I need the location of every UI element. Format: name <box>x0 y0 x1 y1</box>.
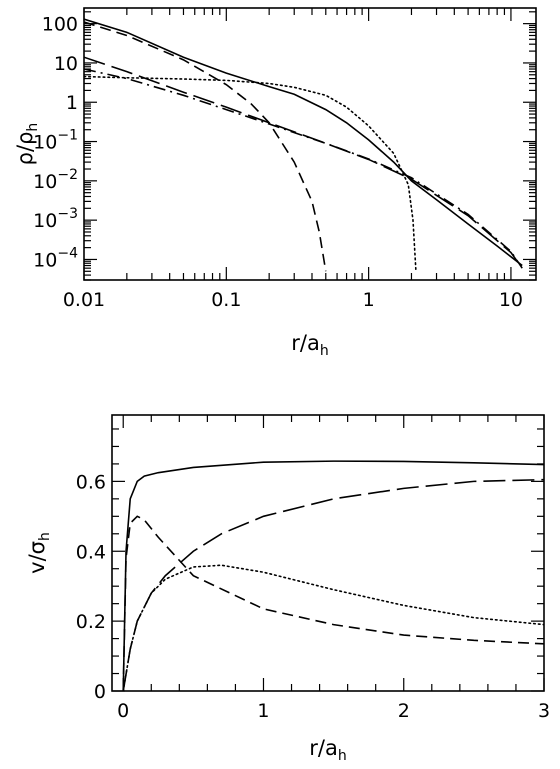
x-tick-label: 2 <box>398 700 410 722</box>
y-tick-label: 1 <box>66 92 78 114</box>
y-tick-label: 0.2 <box>76 611 106 633</box>
velocity-profile-chart: 0 1 2 3 0 0.2 0.4 0.6 r/ah v/σh <box>25 414 550 764</box>
y-tick-label: 10−1 <box>33 128 78 154</box>
curves <box>84 18 523 273</box>
x-axis-label: r/ah <box>309 736 346 764</box>
x-tick-label: 1 <box>257 700 269 722</box>
series-dash-dot-curve <box>84 68 523 269</box>
density-profile-chart: 0.01 0.1 1 10 100 10 1 10−1 10−2 10−3 10−4 r/ah ρ/ρh <box>13 7 537 359</box>
x-axis-label: r/ah <box>291 331 328 359</box>
series-solid-curve <box>122 460 544 691</box>
plot-frame <box>111 414 545 692</box>
y-tick-label: 0 <box>94 681 106 703</box>
y-axis-label: ρ/ρh <box>13 123 41 166</box>
x-tick-label: 0.01 <box>63 289 105 311</box>
y-tick-label: 10−2 <box>33 167 78 193</box>
series-dotted-curve <box>84 75 417 273</box>
y-tick-label: 0.6 <box>76 471 106 493</box>
x-tick-label: 0 <box>117 700 129 722</box>
series-long-dashed-curve <box>122 478 544 691</box>
y-tick-label: 10−4 <box>33 245 78 271</box>
x-tick-label: 0.1 <box>211 289 241 311</box>
series-long-dashed-curve <box>84 56 523 269</box>
ticks <box>83 8 536 281</box>
y-tick-label: 10 <box>54 53 78 75</box>
series-solid-curve <box>84 18 523 267</box>
y-tick-label: 100 <box>42 14 78 36</box>
y-tick-label: 0.4 <box>76 541 106 563</box>
y-tick-label: 10−3 <box>33 206 78 232</box>
ticks <box>112 415 545 692</box>
curves <box>122 460 544 691</box>
series-dashed-curve <box>84 21 327 272</box>
plot-frame <box>83 7 537 281</box>
y-axis-label: v/σh <box>25 532 53 574</box>
x-tick-label: 10 <box>499 289 523 311</box>
x-tick-label: 1 <box>363 289 375 311</box>
series-dotted-curve <box>122 564 544 691</box>
x-tick-label: 3 <box>538 700 550 722</box>
series-dashed-curve <box>122 515 544 691</box>
